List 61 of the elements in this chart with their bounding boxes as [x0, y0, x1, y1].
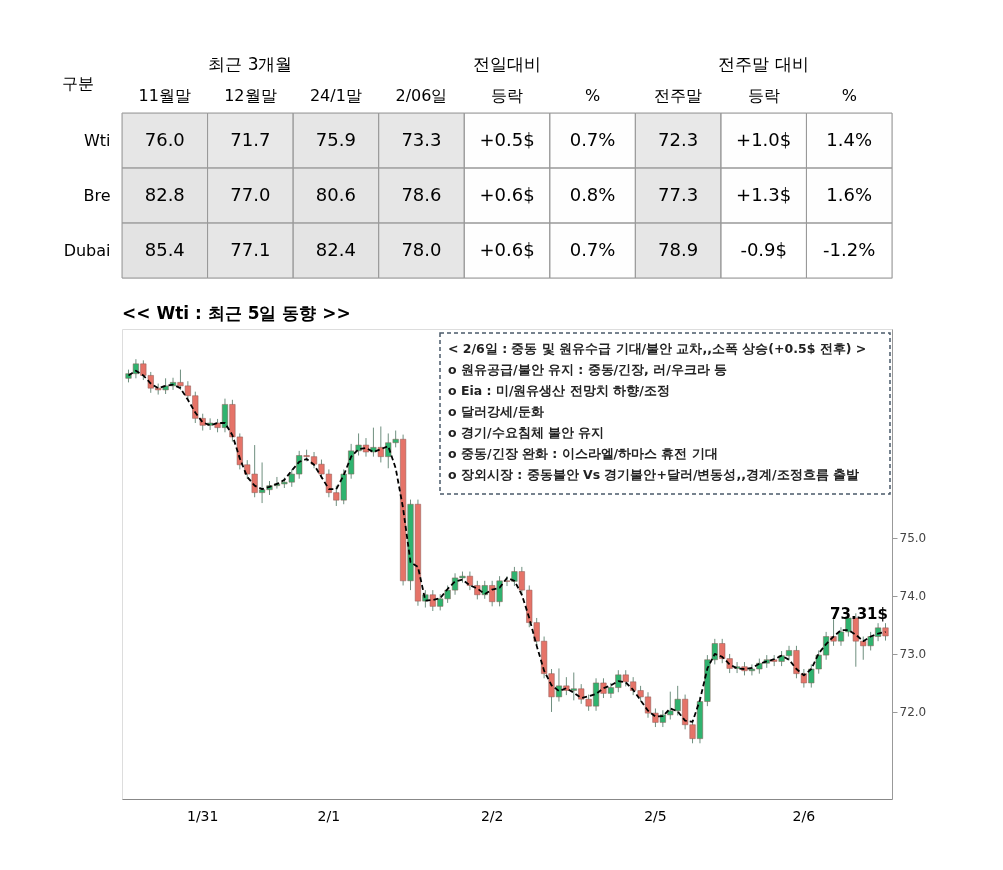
x-tick-label: 1/31 [186, 807, 219, 824]
x-tick-label: 등락 [491, 85, 523, 105]
data-label: 77.0 [230, 183, 271, 205]
data-label: 77.1 [230, 238, 271, 260]
data-label: +1.0$ [736, 128, 792, 150]
x-tick-label: 등락 [747, 85, 780, 105]
annotation: o 중동/긴장 완화 : 이스라엘/하마스 휴전 기대 [448, 446, 718, 461]
y-tick-label: 74.0 [899, 589, 927, 604]
text: 전일대비 [473, 54, 541, 74]
data-label: 76.0 [144, 128, 185, 150]
data-label: +0.6$ [479, 183, 535, 205]
data-label: 82.4 [315, 238, 356, 260]
annotation: o 경기/수요침체 불안 유지 [448, 425, 605, 440]
annotation: < 2/6일 : 중동 및 원유수급 기대/불안 교차,,소폭 상승(+0.5$ 전후) > [448, 341, 867, 356]
text: 최근 3개월 [208, 54, 293, 74]
data-label: 80.6 [315, 183, 356, 205]
x-tick-label: 2/06일 [395, 85, 448, 105]
x-tick-label: 2/1 [317, 807, 341, 824]
data-label: 75.9 [315, 128, 356, 150]
data-label: 73.3 [401, 128, 442, 150]
data-label: +0.6$ [479, 238, 535, 260]
annotation: o 달러강세/둔화 [448, 404, 544, 419]
data-label: +0.5$ [479, 128, 535, 150]
annotation: 73.31$ [830, 604, 888, 623]
data-label: 78.6 [401, 183, 442, 205]
y-tick-label: 73.0 [899, 647, 927, 662]
y-tick-label: 72.0 [899, 705, 927, 720]
text: 전주말 대비 [718, 54, 809, 74]
data-label: 82.8 [144, 183, 185, 205]
y-tick-label: 75.0 [899, 531, 927, 546]
y-tick-label: Wti [83, 130, 111, 150]
annotation: o 원유공급/불안 유지 : 중동/긴장, 러/우크라 등 [448, 362, 728, 377]
data-label: 85.4 [144, 238, 185, 260]
data-label: 78.0 [401, 238, 442, 260]
data-label: 0.7% [569, 128, 616, 150]
x-tick-label: 12월말 [224, 85, 277, 105]
annotation: o Eia : 미/원유생산 전망치 하향/조정 [448, 383, 670, 398]
x-tick-label: 2/6 [792, 807, 816, 824]
data-label: 1.4% [826, 128, 873, 150]
annotation: o 장외시장 : 중동불안 Vs 경기불안+달러/변동성,,경계/조정흐름 출발 [448, 467, 859, 482]
y-tick-label: Dubai [63, 240, 111, 260]
x-tick-label: 11월말 [138, 85, 191, 105]
data-label: -1.2% [823, 238, 876, 260]
data-label: 0.8% [569, 183, 616, 205]
data-label: 77.3 [658, 183, 699, 205]
data-label: 78.9 [658, 238, 699, 260]
x-tick-label: 2/2 [480, 807, 504, 824]
data-label: 0.7% [569, 238, 616, 260]
chart-title: << Wti : 최근 5일 동향 >> [122, 303, 351, 323]
data-label: 71.7 [230, 128, 271, 150]
y-tick-label: Bre [83, 185, 111, 205]
x-tick-label: 24/1말 [309, 85, 362, 105]
x-tick-label: 2/5 [644, 807, 667, 824]
y-axis-title: 구분 [61, 73, 94, 93]
x-tick-label: % [584, 85, 601, 105]
x-tick-label: % [841, 85, 857, 105]
x-tick-label: 전주말 [654, 85, 703, 105]
data-label: +1.3$ [736, 183, 792, 205]
data-label: 1.6% [826, 183, 873, 205]
data-label: -0.9$ [740, 238, 787, 260]
data-label: 72.3 [658, 128, 699, 150]
